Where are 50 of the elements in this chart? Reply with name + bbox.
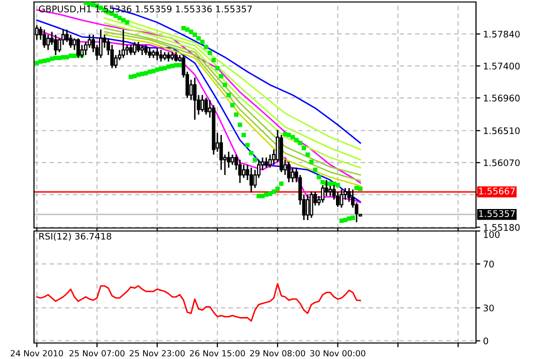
x-tick-label: 26 Nov 15:00 xyxy=(190,350,245,356)
candlestick xyxy=(306,194,310,221)
candlestick xyxy=(99,28,103,59)
x-tick-label: 24 Nov 2010 xyxy=(10,350,63,356)
candlestick xyxy=(204,97,208,116)
candlestick xyxy=(129,44,133,56)
candlestick xyxy=(340,188,344,208)
y-tick-label: 1.56960 xyxy=(484,94,520,102)
candlestick xyxy=(290,166,294,183)
candlestick xyxy=(140,44,144,56)
y-tick-label: 0 xyxy=(484,338,488,344)
candlestick xyxy=(238,158,242,184)
x-tick-label: 29 Nov 08:00 xyxy=(250,350,306,356)
candlestick xyxy=(310,190,314,219)
y-tick-label: 1.56510 xyxy=(484,127,520,134)
y-tick-label: 100 xyxy=(484,231,500,238)
candlestick xyxy=(122,28,126,59)
x-tick-label: 25 Nov 07:00 xyxy=(70,350,125,356)
candlestick xyxy=(155,47,159,61)
y-tick-label: 1.56070 xyxy=(484,159,520,166)
y-tick-label: 1.57840 xyxy=(484,30,520,38)
candlestick xyxy=(230,154,234,166)
candlestick xyxy=(136,41,140,53)
y-tick-label: 1.57400 xyxy=(484,62,520,70)
y-tick-label: 30 xyxy=(484,304,494,312)
y-tick-label: 70 xyxy=(484,260,494,268)
candlestick xyxy=(320,184,324,204)
candlestick xyxy=(242,164,246,179)
chart-title: RSI(12) 36.7418 xyxy=(39,232,112,241)
x-tick-label: 25 Nov 23:00 xyxy=(130,350,185,356)
candlestick xyxy=(166,51,170,62)
ref-line-label: 1.55667 xyxy=(479,188,515,195)
candlestick xyxy=(144,44,148,56)
y-tick-label: 1.55180 xyxy=(484,224,520,231)
candlestick xyxy=(46,34,50,51)
candlestick xyxy=(264,156,268,168)
candlestick xyxy=(193,76,197,120)
candlestick xyxy=(132,41,136,56)
x-tick-label: 30 Nov 00:00 xyxy=(310,350,366,356)
ref-line-label: 1.55357 xyxy=(479,210,515,218)
candlestick xyxy=(159,49,163,62)
candlestick xyxy=(249,166,253,194)
candlestick xyxy=(200,94,204,112)
candlestick xyxy=(219,134,223,171)
candlestick xyxy=(42,28,46,48)
candlestick xyxy=(287,161,291,183)
candlestick xyxy=(268,154,272,168)
candlestick xyxy=(174,51,178,62)
candlestick xyxy=(54,34,58,56)
candlestick xyxy=(148,47,152,59)
